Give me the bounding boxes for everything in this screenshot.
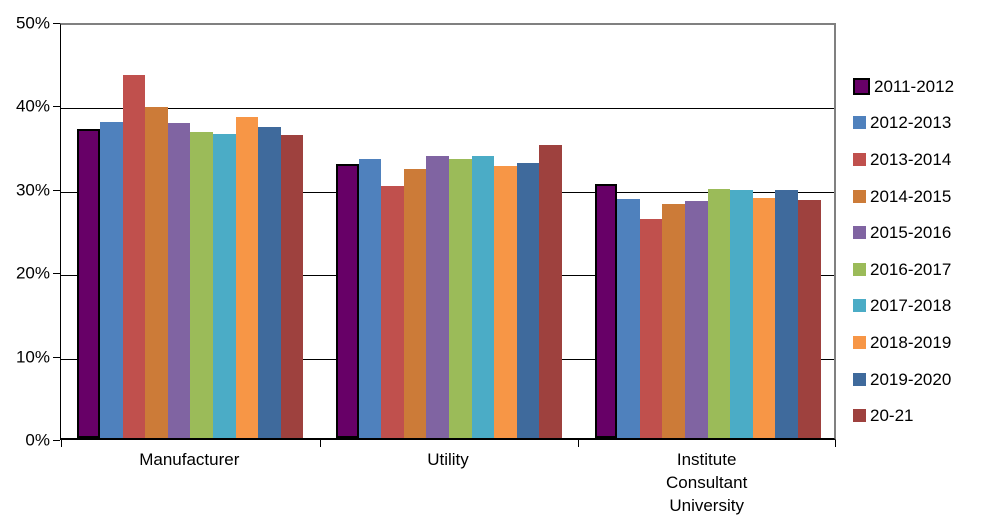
y-axis-label-40%: 40% xyxy=(15,96,50,116)
bar-2016-2017-Institute xyxy=(707,189,731,438)
y-axis-tick xyxy=(53,273,60,275)
bar-2013-2014-Utility xyxy=(381,186,404,438)
bar-2014-2015-Institute xyxy=(662,203,686,438)
legend-swatch-icon xyxy=(853,372,866,386)
bar-2018-2019-Utility xyxy=(494,166,517,438)
legend-item-2018-2019: 2018-2019 xyxy=(853,324,954,361)
bar-2019-2020-Institute xyxy=(775,190,799,438)
legend-swatch-icon xyxy=(853,409,866,423)
bar-20-21-Institute xyxy=(798,200,821,438)
bar-2014-2015-Manufacturer xyxy=(145,106,168,438)
bar-2018-2019-Institute xyxy=(752,197,776,438)
bar-2012-2013-Utility xyxy=(358,158,382,438)
y-axis-label-30%: 30% xyxy=(15,180,50,200)
bar-2011-2012-Utility xyxy=(336,164,359,438)
legend-label: 2013-2014 xyxy=(870,149,952,169)
bar-2015-2016-Manufacturer xyxy=(167,122,191,438)
y-axis-tick xyxy=(53,23,60,24)
x-axis-tick xyxy=(578,440,580,447)
category-label-Manufacturer: Manufacturer xyxy=(139,450,240,469)
bar-2012-2013-Manufacturer xyxy=(99,121,123,438)
bar-2016-2017-Utility xyxy=(449,159,472,438)
bar-2016-2017-Manufacturer xyxy=(190,131,213,438)
legend-item-20-21: 20-21 xyxy=(853,397,954,434)
y-axis-tick xyxy=(53,106,60,108)
legend-label: 2015-2016 xyxy=(870,223,952,243)
y-axis-label-50%: 50% xyxy=(15,13,50,33)
y-axis-tick xyxy=(53,440,60,441)
bar-2011-2012-Manufacturer xyxy=(77,129,100,438)
legend-item-2013-2014: 2013-2014 xyxy=(853,141,954,178)
legend-item-2016-2017: 2016-2017 xyxy=(853,251,954,288)
plot-area xyxy=(60,23,836,447)
x-axis-tick xyxy=(319,440,321,447)
legend-swatch-icon xyxy=(853,152,866,166)
legend-swatch-icon xyxy=(853,77,870,95)
bar-2012-2013-Institute xyxy=(617,199,640,438)
x-axis-tick xyxy=(61,440,62,447)
legend-label: 2011-2012 xyxy=(874,76,955,96)
category-label-Institute: Institute Consultant University xyxy=(666,450,748,515)
legend-item-2012-2013: 2012-2013 xyxy=(853,105,954,142)
legend-item-2011-2012: 2011-2012 xyxy=(853,68,954,105)
legend-label: 2019-2020 xyxy=(870,369,952,389)
bar-2017-2018-Manufacturer xyxy=(212,133,236,438)
legend-item-2019-2020: 2019-2020 xyxy=(853,361,954,398)
bar-2015-2016-Institute xyxy=(685,201,708,438)
x-axis-tick xyxy=(835,440,836,447)
legend-label: 2014-2015 xyxy=(870,186,952,206)
bar-2018-2019-Manufacturer xyxy=(235,116,259,438)
y-axis-label-20%: 20% xyxy=(15,263,50,283)
legend-item-2014-2015: 2014-2015 xyxy=(853,178,954,215)
bar-2013-2014-Manufacturer xyxy=(122,75,146,438)
legend-swatch-icon xyxy=(853,226,866,240)
bar-20-21-Utility xyxy=(539,145,562,438)
legend-swatch-icon xyxy=(853,116,866,130)
legend-swatch-icon xyxy=(853,189,866,203)
legend-label: 2012-2013 xyxy=(870,113,952,133)
legend-swatch-icon xyxy=(853,335,866,349)
bar-2017-2018-Utility xyxy=(471,156,495,438)
legend-swatch-icon xyxy=(853,299,866,313)
bar-2011-2012-Institute xyxy=(594,184,618,438)
legend-label: 2018-2019 xyxy=(870,332,952,352)
legend-item-2015-2016: 2015-2016 xyxy=(853,214,954,251)
legend-label: 20-21 xyxy=(870,406,914,426)
legend-item-2017-2018: 2017-2018 xyxy=(853,288,954,325)
bar-2019-2020-Manufacturer xyxy=(258,126,281,438)
legend-label: 2017-2018 xyxy=(870,296,952,316)
bar-2013-2014-Institute xyxy=(639,218,663,438)
gridline xyxy=(61,108,834,110)
bar-2015-2016-Utility xyxy=(426,156,449,438)
bar-2017-2018-Institute xyxy=(730,190,753,438)
y-axis-tick xyxy=(53,356,60,358)
bar-20-21-Manufacturer xyxy=(280,135,304,438)
y-axis-label-10%: 10% xyxy=(15,347,50,367)
bar-2014-2015-Utility xyxy=(403,169,427,438)
legend-label: 2016-2017 xyxy=(870,259,952,279)
legend: 2011-2012 2012-2013 2013-2014 2014-2015 2015… xyxy=(853,68,954,434)
y-axis-label-0%: 0% xyxy=(25,430,50,450)
legend-swatch-icon xyxy=(853,262,866,276)
category-label-Utility: Utility xyxy=(427,450,469,469)
bar-2019-2020-Utility xyxy=(516,162,540,438)
y-axis-tick xyxy=(53,189,60,191)
